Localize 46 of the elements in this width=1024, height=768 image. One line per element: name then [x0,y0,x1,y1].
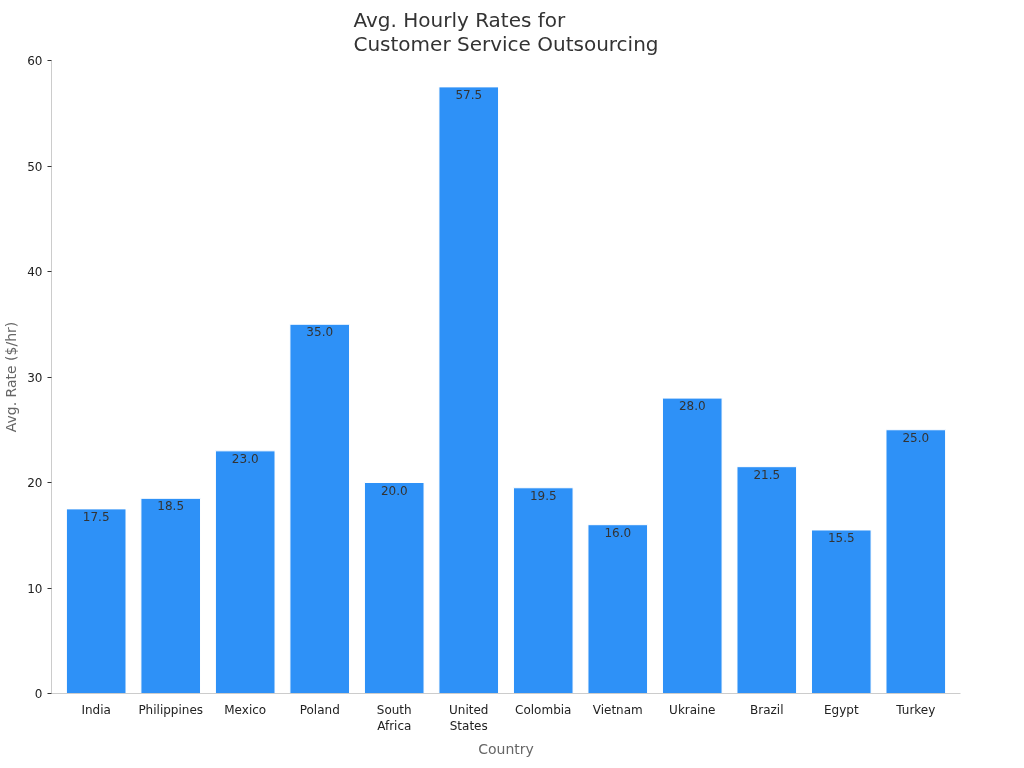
data-label: 17.5 [82,509,110,524]
x-tick-label: Poland [299,702,340,717]
bar [661,397,723,694]
y-tick-label: 20 [27,476,43,490]
y-axis-title: Avg. Rate ($/hr) [3,321,20,433]
bar [214,450,276,694]
bar [438,86,500,694]
bar [736,466,798,694]
data-label: 23.0 [231,451,259,466]
bar [140,497,202,694]
x-axis-title: Country [478,741,534,758]
bar [587,524,649,694]
y-tick-label: 10 [27,581,43,596]
y-tick-label: 60 [27,54,43,68]
data-label: 57.5 [455,87,483,102]
x-tick-label: Brazil [750,702,784,717]
x-tick-label: Philippines [138,702,204,717]
data-label: 15.5 [827,530,855,545]
data-label: 16.0 [604,525,632,540]
bar [810,529,872,694]
x-tick-label: Egypt [823,702,859,717]
x-tick-label: Colombia [515,702,572,717]
bar [65,508,127,694]
y-tick-label: 50 [27,159,43,174]
data-label: 18.5 [157,499,185,514]
y-tick-label: 40 [27,265,43,279]
x-tick-label: India [81,702,111,717]
x-tick-label: Vietnam [592,702,643,717]
x-tick-label: United States [449,702,489,734]
data-label: 21.5 [753,467,781,482]
bar [363,482,425,694]
data-label: 28.0 [678,399,706,414]
data-label: 20.0 [380,483,408,498]
bar [289,323,351,694]
x-tick-label: South Africa [376,702,412,734]
bar [512,487,574,694]
y-tick-label: 30 [27,370,43,385]
x-tick-label: Mexico [224,702,267,717]
x-tick-label: Turkey [895,702,936,717]
y-tick-label: 0 [34,687,43,701]
data-label: 19.5 [529,488,557,503]
data-label: 35.0 [306,325,334,340]
chart-title: Avg. Hourly Rates for Customer Service Outsourcing [353,7,659,56]
bar [885,429,947,694]
x-tick-label: Ukraine [669,702,716,717]
data-label: 25.0 [902,430,930,445]
